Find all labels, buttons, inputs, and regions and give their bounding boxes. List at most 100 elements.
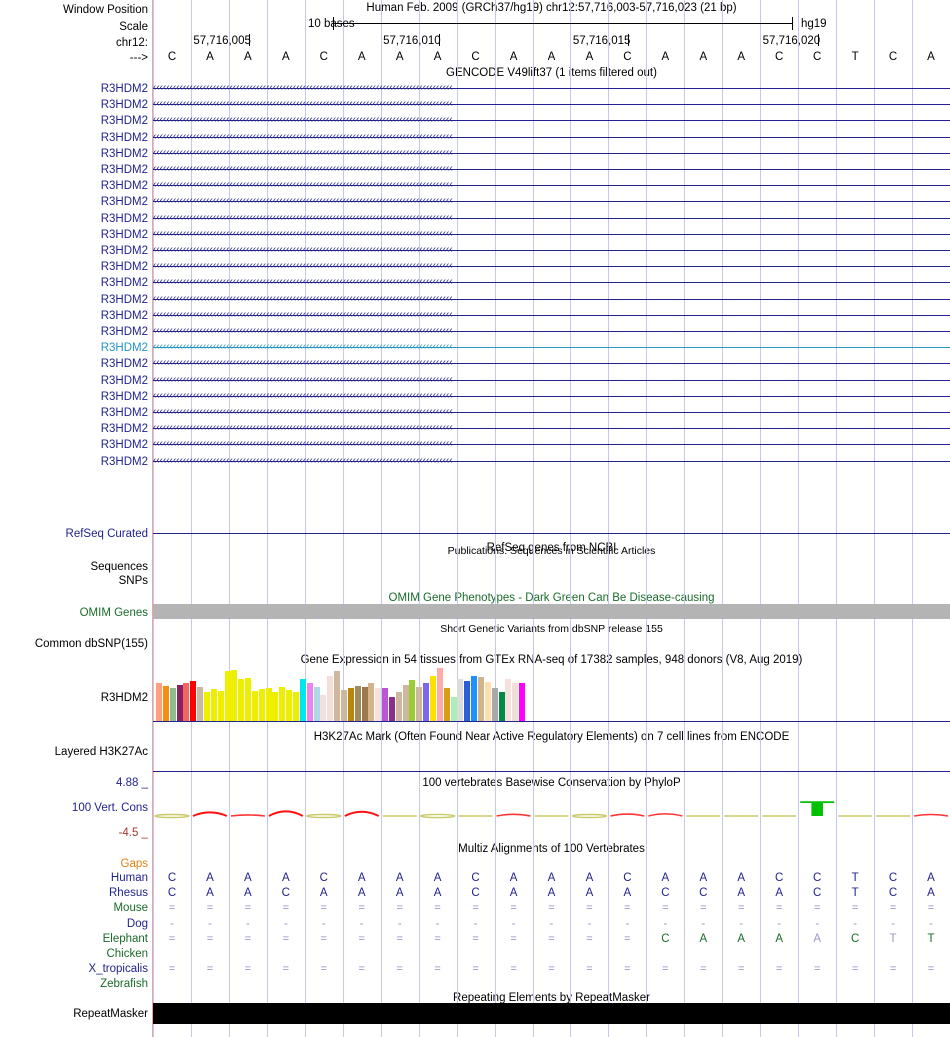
gtex-tissue-bar[interactable] bbox=[526, 699, 532, 721]
gtex-tissue-bar[interactable] bbox=[162, 685, 169, 721]
gencode-track-title[interactable]: GENCODE V49lift37 (1 items filtered out) bbox=[446, 67, 657, 79]
publications-track-title[interactable]: Publications: Sequences in Scientific Ar… bbox=[447, 545, 656, 557]
gencode-transcript-row[interactable]: ‹‹‹‹‹‹‹‹‹‹‹‹‹‹‹‹‹‹‹‹‹‹‹‹‹‹‹‹‹‹‹‹‹‹‹‹‹‹‹‹… bbox=[153, 147, 950, 160]
gencode-gene-name[interactable]: R3HDM2 bbox=[100, 342, 148, 355]
multiz-track-title[interactable]: Multiz Alignments of 100 Vertebrates bbox=[458, 843, 645, 855]
gencode-transcript-row[interactable]: ‹‹‹‹‹‹‹‹‹‹‹‹‹‹‹‹‹‹‹‹‹‹‹‹‹‹‹‹‹‹‹‹‹‹‹‹‹‹‹‹… bbox=[153, 228, 950, 241]
gtex-tissue-bar[interactable] bbox=[457, 679, 464, 721]
gencode-gene-name[interactable]: R3HDM2 bbox=[100, 147, 148, 160]
gtex-tissue-bar[interactable] bbox=[477, 676, 484, 721]
h3k27ac-track-title[interactable]: H3K27Ac Mark (Often Found Near Active Re… bbox=[313, 731, 790, 743]
gtex-tissue-bar[interactable] bbox=[450, 696, 457, 721]
multiz-species-name[interactable]: Zebrafish bbox=[100, 978, 148, 991]
multiz-species-row[interactable]: = = = = = = = = = = = = = = = = = = = = = bbox=[153, 963, 950, 975]
gtex-tissue-bar[interactable] bbox=[313, 686, 320, 721]
gencode-transcript-row[interactable]: ‹‹‹‹‹‹‹‹‹‹‹‹‹‹‹‹‹‹‹‹‹‹‹‹‹‹‹‹‹‹‹‹‹‹‹‹‹‹‹‹… bbox=[153, 406, 950, 419]
gencode-gene-name[interactable]: R3HDM2 bbox=[100, 196, 148, 209]
omim-feature-bar[interactable] bbox=[153, 604, 950, 619]
gencode-gene-name[interactable]: R3HDM2 bbox=[100, 131, 148, 144]
gtex-tissue-bar[interactable] bbox=[224, 671, 231, 721]
gtex-tissue-bar[interactable] bbox=[382, 687, 389, 721]
multiz-species-row[interactable]: = = = = = = = = = = = = = C A A A A C T T bbox=[153, 933, 950, 945]
repeatmasker-feature-bar[interactable] bbox=[153, 1003, 950, 1024]
gencode-transcript-row[interactable]: ‹‹‹‹‹‹‹‹‹‹‹‹‹‹‹‹‹‹‹‹‹‹‹‹‹‹‹‹‹‹‹‹‹‹‹‹‹‹‹‹… bbox=[153, 163, 950, 176]
multiz-species-name[interactable]: Rhesus bbox=[109, 887, 148, 900]
h3k27ac-label[interactable]: Layered H3K27Ac bbox=[54, 746, 148, 758]
gencode-transcript-row[interactable]: ‹‹‹‹‹‹‹‹‹‹‹‹‹‹‹‹‹‹‹‹‹‹‹‹‹‹‹‹‹‹‹‹‹‹‹‹‹‹‹‹… bbox=[153, 131, 950, 144]
gtex-tissue-bar[interactable] bbox=[293, 692, 299, 721]
gtex-tissue-bar[interactable] bbox=[361, 686, 368, 721]
gtex-tissue-bar[interactable] bbox=[334, 671, 341, 721]
conservation-track-title[interactable]: 100 vertebrates Basewise Conservation by… bbox=[422, 777, 681, 789]
gtex-tissue-bar[interactable] bbox=[299, 679, 306, 721]
gencode-gene-name[interactable]: R3HDM2 bbox=[100, 83, 148, 95]
multiz-species-row[interactable]: = = = = = = = = = = = = = = = = = = = = = bbox=[153, 902, 950, 914]
multiz-species-name[interactable]: Chicken bbox=[106, 948, 148, 960]
gtex-tissue-bar[interactable] bbox=[306, 683, 313, 721]
gencode-transcript-row[interactable]: ‹‹‹‹‹‹‹‹‹‹‹‹‹‹‹‹‹‹‹‹‹‹‹‹‹‹‹‹‹‹‹‹‹‹‹‹‹‹‹‹… bbox=[153, 374, 950, 387]
gencode-transcript-row[interactable]: ‹‹‹‹‹‹‹‹‹‹‹‹‹‹‹‹‹‹‹‹‹‹‹‹‹‹‹‹‹‹‹‹‹‹‹‹‹‹‹‹… bbox=[153, 422, 950, 435]
repeatmasker-label[interactable]: RepeatMasker bbox=[73, 1008, 148, 1020]
gtex-tissue-bar[interactable] bbox=[423, 683, 430, 721]
gencode-gene-name[interactable]: R3HDM2 bbox=[100, 358, 148, 371]
gtex-tissue-bar[interactable] bbox=[464, 681, 471, 721]
multiz-species-name[interactable]: Elephant bbox=[102, 932, 148, 945]
gtex-tissue-bar[interactable] bbox=[327, 675, 334, 721]
gencode-gene-name[interactable]: R3HDM2 bbox=[100, 374, 148, 387]
gencode-gene-name[interactable]: R3HDM2 bbox=[100, 164, 148, 176]
multiz-species-row[interactable]: --------------------- bbox=[153, 918, 950, 930]
gtex-tissue-bar[interactable] bbox=[190, 681, 197, 721]
gencode-transcript-row[interactable]: ‹‹‹‹‹‹‹‹‹‹‹‹‹‹‹‹‹‹‹‹‹‹‹‹‹‹‹‹‹‹‹‹‹‹‹‹‹‹‹‹… bbox=[153, 276, 950, 289]
gtex-expression-barchart[interactable] bbox=[153, 668, 950, 722]
gtex-tissue-bar[interactable] bbox=[183, 683, 190, 721]
common-dbsnp-label[interactable]: Common dbSNP(155) bbox=[34, 638, 148, 650]
omim-genes-label[interactable]: OMIM Genes bbox=[79, 607, 148, 619]
gencode-gene-name[interactable]: R3HDM2 bbox=[100, 423, 148, 436]
gencode-transcript-row[interactable]: ‹‹‹‹‹‹‹‹‹‹‹‹‹‹‹‹‹‹‹‹‹‹‹‹‹‹‹‹‹‹‹‹‹‹‹‹‹‹‹‹… bbox=[153, 341, 950, 354]
gtex-tissue-bar[interactable] bbox=[245, 677, 252, 721]
gtex-tissue-bar[interactable] bbox=[217, 691, 224, 721]
gencode-gene-name[interactable]: R3HDM2 bbox=[100, 115, 148, 128]
gtex-tissue-bar[interactable] bbox=[402, 684, 409, 721]
gtex-tissue-bar[interactable] bbox=[251, 691, 258, 721]
gencode-transcript-row[interactable]: ‹‹‹‹‹‹‹‹‹‹‹‹‹‹‹‹‹‹‹‹‹‹‹‹‹‹‹‹‹‹‹‹‹‹‹‹‹‹‹‹… bbox=[153, 212, 950, 225]
gencode-gene-name[interactable]: R3HDM2 bbox=[100, 390, 148, 403]
gtex-tissue-bar[interactable] bbox=[203, 692, 210, 721]
gencode-gene-name[interactable]: R3HDM2 bbox=[100, 180, 148, 193]
gtex-tissue-bar[interactable] bbox=[484, 682, 491, 721]
gencode-transcript-row[interactable]: ‹‹‹‹‹‹‹‹‹‹‹‹‹‹‹‹‹‹‹‹‹‹‹‹‹‹‹‹‹‹‹‹‹‹‹‹‹‹‹‹… bbox=[153, 357, 950, 370]
gencode-transcript-row[interactable]: ‹‹‹‹‹‹‹‹‹‹‹‹‹‹‹‹‹‹‹‹‹‹‹‹‹‹‹‹‹‹‹‹‹‹‹‹‹‹‹‹… bbox=[153, 325, 950, 338]
gtex-tissue-bar[interactable] bbox=[320, 694, 327, 721]
gtex-tissue-bar[interactable] bbox=[416, 686, 423, 721]
publications-sequences-label[interactable]: Sequences bbox=[90, 561, 148, 573]
gtex-tissue-bar[interactable] bbox=[231, 670, 238, 721]
gencode-transcript-row[interactable]: ‹‹‹‹‹‹‹‹‹‹‹‹‹‹‹‹‹‹‹‹‹‹‹‹‹‹‹‹‹‹‹‹‹‹‹‹‹‹‹‹… bbox=[153, 455, 950, 468]
gencode-transcript-row[interactable]: ‹‹‹‹‹‹‹‹‹‹‹‹‹‹‹‹‹‹‹‹‹‹‹‹‹‹‹‹‹‹‹‹‹‹‹‹‹‹‹‹… bbox=[153, 260, 950, 273]
gencode-transcript-row[interactable]: ‹‹‹‹‹‹‹‹‹‹‹‹‹‹‹‹‹‹‹‹‹‹‹‹‹‹‹‹‹‹‹‹‹‹‹‹‹‹‹‹… bbox=[153, 82, 950, 95]
refseq-feature-line[interactable] bbox=[153, 533, 950, 534]
gtex-tissue-bar[interactable] bbox=[505, 679, 512, 721]
gencode-gene-name[interactable]: R3HDM2 bbox=[100, 277, 148, 290]
multiz-species-name[interactable]: Mouse bbox=[113, 902, 148, 915]
gtex-tissue-bar[interactable] bbox=[279, 686, 286, 721]
gencode-transcript-row[interactable]: ‹‹‹‹‹‹‹‹‹‹‹‹‹‹‹‹‹‹‹‹‹‹‹‹‹‹‹‹‹‹‹‹‹‹‹‹‹‹‹‹… bbox=[153, 244, 950, 257]
gtex-tissue-bar[interactable] bbox=[210, 688, 217, 721]
gtex-tissue-bar[interactable] bbox=[238, 679, 245, 721]
gtex-gene-label[interactable]: R3HDM2 bbox=[100, 692, 148, 704]
conservation-label[interactable]: 100 Vert. Cons bbox=[71, 802, 148, 814]
gencode-transcript-row[interactable]: ‹‹‹‹‹‹‹‹‹‹‹‹‹‹‹‹‹‹‹‹‹‹‹‹‹‹‹‹‹‹‹‹‹‹‹‹‹‹‹‹… bbox=[153, 293, 950, 306]
gencode-transcript-row[interactable]: ‹‹‹‹‹‹‹‹‹‹‹‹‹‹‹‹‹‹‹‹‹‹‹‹‹‹‹‹‹‹‹‹‹‹‹‹‹‹‹‹… bbox=[153, 179, 950, 192]
multiz-species-name[interactable]: Dog bbox=[126, 917, 148, 930]
gtex-tissue-bar[interactable] bbox=[265, 687, 272, 721]
gencode-gene-name[interactable]: R3HDM2 bbox=[100, 245, 148, 257]
gtex-tissue-bar[interactable] bbox=[375, 687, 382, 721]
gtex-tissue-bar[interactable] bbox=[443, 687, 450, 721]
gencode-transcript-row[interactable]: ‹‹‹‹‹‹‹‹‹‹‹‹‹‹‹‹‹‹‹‹‹‹‹‹‹‹‹‹‹‹‹‹‹‹‹‹‹‹‹‹… bbox=[153, 114, 950, 127]
gtex-tissue-bar[interactable] bbox=[395, 692, 402, 721]
gencode-gene-name[interactable]: R3HDM2 bbox=[100, 455, 148, 468]
gtex-track-title[interactable]: Gene Expression in 54 tissues from GTEx … bbox=[300, 654, 803, 666]
gtex-tissue-bar[interactable] bbox=[156, 683, 162, 721]
gtex-tissue-bar[interactable] bbox=[436, 668, 443, 721]
multiz-species-name[interactable]: Human bbox=[110, 872, 148, 884]
